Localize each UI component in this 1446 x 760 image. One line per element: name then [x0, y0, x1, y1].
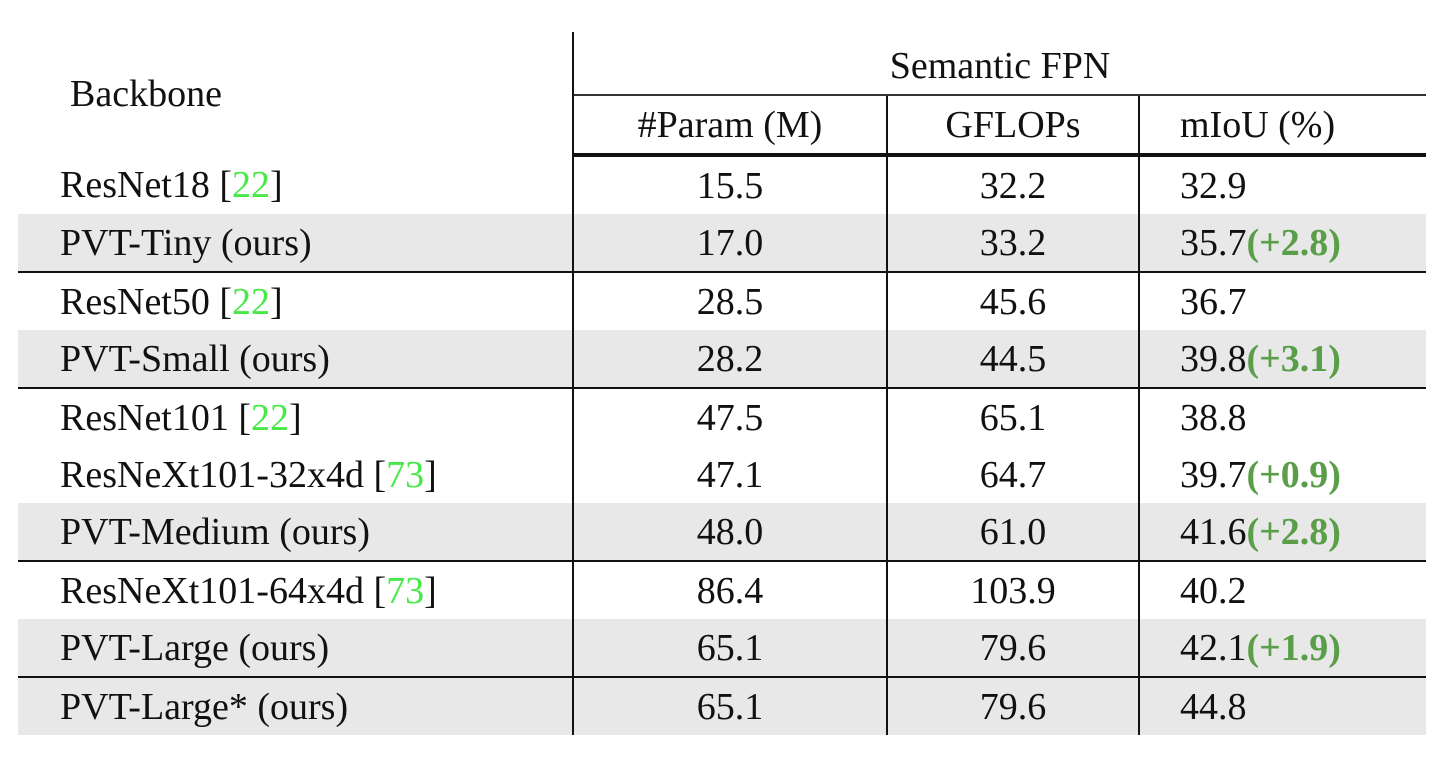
miou-value: 35.7 — [1180, 221, 1247, 264]
miou-column-header: mIoU (%) — [1139, 95, 1426, 157]
param-cell: 65.1 — [573, 677, 887, 735]
backbone-name: ResNet18 [ — [60, 163, 233, 206]
param-cell: 48.0 — [573, 503, 887, 562]
table-row: PVT-Small (ours) 28.2 44.5 39.8(+3.1) — [18, 330, 1426, 389]
backbone-name-cell: ResNeXt101-32x4d [73] — [18, 446, 574, 503]
param-cell: 86.4 — [696, 569, 764, 612]
results-table-container: Backbone Semantic FPN #Param (M) GFLOPs … — [18, 32, 1426, 735]
backbone-name-cell: PVT-Tiny (ours) — [18, 214, 574, 273]
backbone-name: PVT-Large (ours) — [60, 626, 330, 669]
table-row: PVT-Large* (ours) 65.1 79.6 44.8 — [18, 677, 1426, 735]
miou-value: 38.8 — [1180, 396, 1247, 439]
backbone-name-cell: PVT-Small (ours) — [18, 330, 574, 389]
miou-improvement: (+0.9) — [1246, 453, 1341, 496]
miou-cell: 44.8 — [1139, 677, 1426, 735]
param-cell: 28.2 — [573, 330, 887, 389]
table-row: PVT-Medium (ours) 48.0 61.0 41.6(+2.8) — [18, 503, 1426, 562]
table-row: ResNeXt101-32x4d [73] 47.1 64.7 39.7(+0.9) — [18, 446, 1426, 503]
citation-bracket: ] — [424, 453, 437, 496]
backbone-name: PVT-Small (ours) — [60, 337, 330, 380]
gflops-cell: 103.9 — [886, 561, 1140, 619]
citation-link[interactable]: 22 — [251, 396, 290, 439]
header-row-group: Backbone Semantic FPN — [18, 32, 1426, 155]
backbone-name-cell: PVT-Medium (ours) — [18, 503, 574, 562]
miou-cell: 39.8(+3.1) — [1139, 330, 1426, 389]
miou-value: 44.8 — [1180, 685, 1247, 728]
table-row: ResNet101 [22] 47.5 65.1 38.8 — [18, 388, 1426, 446]
miou-value: 32.9 — [1180, 164, 1247, 207]
miou-cell: 41.6(+2.8) — [1139, 503, 1426, 562]
gflops-cell: 44.5 — [886, 330, 1140, 389]
table-row: PVT-Tiny (ours) 17.0 33.2 35.7(+2.8) — [18, 214, 1426, 273]
gflops-cell: 79.6 — [886, 619, 1140, 678]
table-row: PVT-Large (ours) 65.1 79.6 42.1(+1.9) — [18, 619, 1426, 678]
param-cell: 47.5 — [696, 396, 764, 439]
gflops-cell: 61.0 — [886, 503, 1140, 562]
backbone-name-cell: ResNeXt101-64x4d [73] — [18, 561, 574, 619]
param-cell: 28.5 — [696, 280, 764, 323]
backbone-name: ResNeXt101-32x4d [ — [60, 453, 387, 496]
miou-cell: 40.2 — [1139, 561, 1426, 619]
param-cell: 65.1 — [573, 619, 887, 678]
backbone-name-cell: ResNet101 [22] — [18, 388, 574, 446]
backbone-name-cell: PVT-Large* (ours) — [18, 677, 574, 735]
citation-link[interactable]: 22 — [232, 163, 271, 206]
miou-cell: 36.7 — [1139, 272, 1426, 330]
miou-value: 42.1 — [1180, 626, 1247, 669]
semantic-fpn-group-header: Semantic FPN — [573, 32, 1426, 96]
backbone-name: PVT-Large* (ours) — [60, 685, 349, 728]
table-body: ResNet18 [22] 15.5 32.2 32.9 PVT-Tiny (ours)… — [18, 155, 1426, 735]
param-cell: 15.5 — [696, 164, 764, 207]
citation-link[interactable]: 22 — [232, 280, 271, 323]
backbone-name: ResNeXt101-64x4d [ — [60, 569, 387, 612]
backbone-name: ResNet101 [ — [60, 396, 252, 439]
table-row: ResNet50 [22] 28.5 45.6 36.7 — [18, 272, 1426, 330]
miou-value: 41.6 — [1180, 510, 1247, 553]
backbone-name-cell: ResNet50 [22] — [18, 272, 574, 330]
param-cell: 17.0 — [573, 214, 887, 273]
miou-value: 36.7 — [1180, 280, 1247, 323]
param-column-header: #Param (M) — [573, 95, 887, 157]
miou-cell: 32.9 — [1139, 155, 1426, 214]
citation-link[interactable]: 73 — [386, 569, 425, 612]
backbone-name: ResNet50 [ — [60, 280, 233, 323]
gflops-cell: 64.7 — [886, 446, 1140, 503]
gflops-column-header: GFLOPs — [886, 95, 1140, 157]
miou-value: 39.7 — [1180, 453, 1247, 496]
header-row-columns: #Param (M) GFLOPs mIoU (%) — [18, 95, 1426, 157]
miou-value: 40.2 — [1180, 569, 1247, 612]
citation-bracket: ] — [270, 280, 283, 323]
backbone-name: PVT-Tiny (ours) — [60, 221, 312, 264]
gflops-cell: 45.6 — [886, 272, 1140, 330]
semantic-fpn-results-table: Backbone Semantic FPN #Param (M) GFLOPs … — [18, 32, 1426, 735]
backbone-name-cell: ResNet18 [22] — [18, 155, 574, 214]
gflops-cell: 32.2 — [886, 155, 1140, 214]
citation-bracket: ] — [270, 163, 283, 206]
param-cell: 47.1 — [696, 453, 764, 496]
miou-improvement: (+2.8) — [1246, 221, 1341, 264]
backbone-name: PVT-Medium (ours) — [60, 510, 370, 553]
miou-cell: 42.1(+1.9) — [1139, 619, 1426, 678]
miou-value: 39.8 — [1180, 337, 1247, 380]
citation-link[interactable]: 73 — [386, 453, 425, 496]
backbone-name-cell: PVT-Large (ours) — [18, 619, 574, 678]
table-row: ResNet18 [22] 15.5 32.2 32.9 — [18, 155, 1426, 214]
miou-improvement: (+2.8) — [1246, 510, 1341, 553]
citation-bracket: ] — [289, 396, 302, 439]
miou-cell: 35.7(+2.8) — [1139, 214, 1426, 273]
gflops-cell: 33.2 — [886, 214, 1140, 273]
miou-cell: 38.8 — [1139, 388, 1426, 446]
backbone-column-header: Backbone — [18, 32, 574, 155]
miou-cell: 39.7(+0.9) — [1139, 446, 1426, 503]
citation-bracket: ] — [424, 569, 437, 612]
table-row: ResNeXt101-64x4d [73] 86.4 103.9 40.2 — [18, 561, 1426, 619]
gflops-cell: 65.1 — [886, 388, 1140, 446]
miou-improvement: (+1.9) — [1246, 626, 1341, 669]
miou-improvement: (+3.1) — [1246, 337, 1341, 380]
gflops-cell: 79.6 — [886, 677, 1140, 735]
